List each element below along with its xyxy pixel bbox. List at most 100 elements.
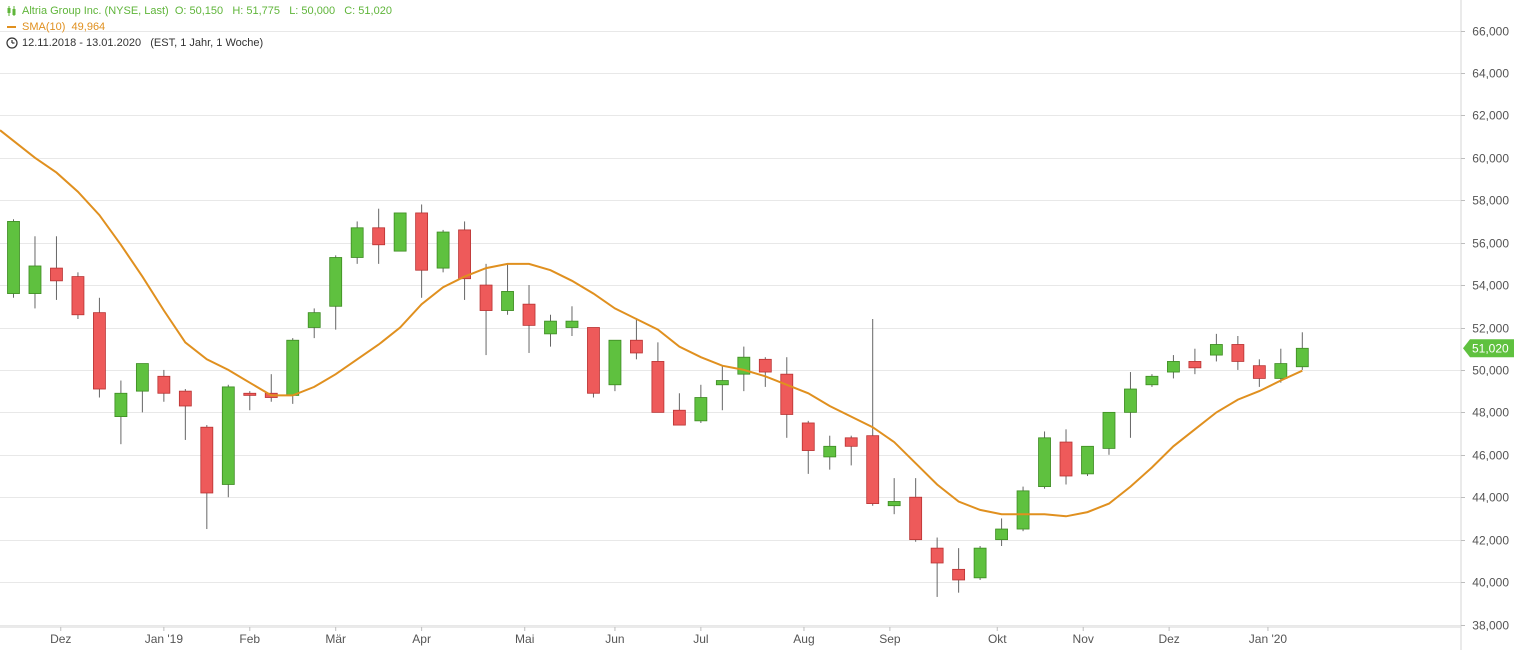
candle-body [1059, 441, 1073, 477]
candle-body [71, 276, 85, 316]
candle-up [995, 518, 1008, 547]
candle-down [200, 425, 214, 530]
candle-down [1188, 348, 1202, 375]
date-range: 12.11.2018 - 13.01.2020 [22, 37, 142, 49]
candle-body [1038, 437, 1051, 488]
candle-body [1231, 344, 1245, 362]
last-price-badge-shape [1463, 339, 1514, 358]
candle-down [672, 393, 686, 426]
candle-body [93, 312, 106, 390]
x-tick-label: Feb [239, 632, 260, 646]
candle-body [887, 501, 901, 507]
y-tick-label: 64,000 [1472, 67, 1509, 81]
x-tick-label: Jun [605, 632, 624, 646]
candle-down [651, 342, 665, 413]
candle-up [565, 306, 579, 336]
candle-body [952, 568, 966, 581]
y-tick-label: 38,000 [1472, 619, 1509, 633]
candle-body [7, 221, 20, 294]
candle-up [1102, 411, 1116, 455]
candle-up [1124, 372, 1137, 438]
last-price-badge: 51,020 [1463, 339, 1514, 358]
candle-up [1145, 374, 1159, 387]
candle-down [587, 327, 600, 398]
x-tick-label: Apr [412, 632, 431, 646]
sma-line [0, 129, 1303, 518]
candle-up [1209, 333, 1223, 362]
candle-body [823, 445, 837, 458]
x-tick-label: Okt [988, 632, 1007, 646]
candle-body [178, 390, 192, 407]
candle-body [1016, 490, 1030, 530]
candle-body [715, 380, 729, 386]
y-tick-label: 66,000 [1472, 25, 1509, 39]
candle-body [458, 229, 471, 280]
last-price-label: 51,020 [1472, 341, 1509, 355]
candle-body [1124, 388, 1137, 413]
candle-body [630, 339, 643, 354]
candle-body [135, 363, 149, 392]
candle-up [393, 212, 407, 252]
candle-up [1016, 486, 1030, 532]
candle-body [866, 435, 880, 504]
candle-body [1209, 344, 1223, 356]
y-tick-label: 46,000 [1472, 449, 1509, 463]
line-swatch-icon [7, 26, 16, 29]
x-tick-label: Jan '19 [145, 632, 184, 646]
candle-body [1102, 411, 1116, 449]
candle-body [1167, 361, 1180, 373]
x-tick-label: Nov [1073, 632, 1094, 646]
candle-up [28, 236, 42, 309]
candle-up [1038, 431, 1051, 489]
candle-down [1059, 429, 1073, 485]
candle-down [909, 478, 923, 542]
candle-down [458, 221, 471, 300]
x-tick-label: Aug [793, 632, 814, 646]
candle-body [587, 327, 600, 394]
candle-body [393, 212, 407, 252]
candle-up [7, 219, 20, 298]
candle-body [114, 392, 128, 417]
candle-body [522, 303, 536, 326]
grid-lines [0, 31, 1461, 626]
candle-body [995, 528, 1008, 541]
candle-up [694, 384, 708, 423]
candle-up [221, 384, 235, 498]
candle-up [608, 339, 622, 392]
candle-up [501, 263, 514, 315]
x-tick-label: Jul [693, 632, 708, 646]
candle-body [1081, 445, 1094, 475]
candle-up [1167, 355, 1180, 379]
candle-up [436, 229, 450, 273]
candle-body [350, 227, 364, 258]
y-tick-label: 60,000 [1472, 152, 1509, 166]
y-tick-label: 54,000 [1472, 279, 1509, 293]
candle-up [715, 365, 729, 411]
candle-body [780, 373, 794, 415]
x-tick-label: Sep [879, 632, 901, 646]
candle-body [930, 547, 944, 564]
candle-up [350, 221, 364, 264]
candle-body [1295, 347, 1309, 368]
x-tick-label: Mai [515, 632, 534, 646]
candle-body [415, 212, 429, 271]
candle-body [286, 339, 300, 396]
candle-down [1231, 335, 1245, 370]
candle-down [522, 285, 536, 353]
x-axis: Dez Jan '19 Feb Mär Apr Mai Jun Jul Aug Sep Okt Nov… [50, 627, 1287, 646]
x-tick-label: Dez [1158, 632, 1179, 646]
ohlc-values: O: 50,150 H: 51,775 L: 50,000 C: 51,020 [174, 5, 392, 17]
candle-up [1081, 445, 1094, 476]
candle-up [135, 363, 149, 413]
y-tick-label: 48,000 [1472, 406, 1509, 420]
candle-body [608, 339, 622, 386]
sma-info: SMA(10) 49,964 [6, 20, 105, 34]
candle-down [866, 319, 880, 506]
instrument-name: Altria Group Inc. (NYSE, Last) [22, 5, 169, 17]
candle-body [801, 422, 815, 451]
candle-body [243, 392, 257, 396]
instrument-info: Altria Group Inc. (NYSE, Last) O: 50,150… [6, 4, 392, 18]
y-tick-label: 52,000 [1472, 322, 1509, 336]
candle-body [651, 361, 665, 413]
